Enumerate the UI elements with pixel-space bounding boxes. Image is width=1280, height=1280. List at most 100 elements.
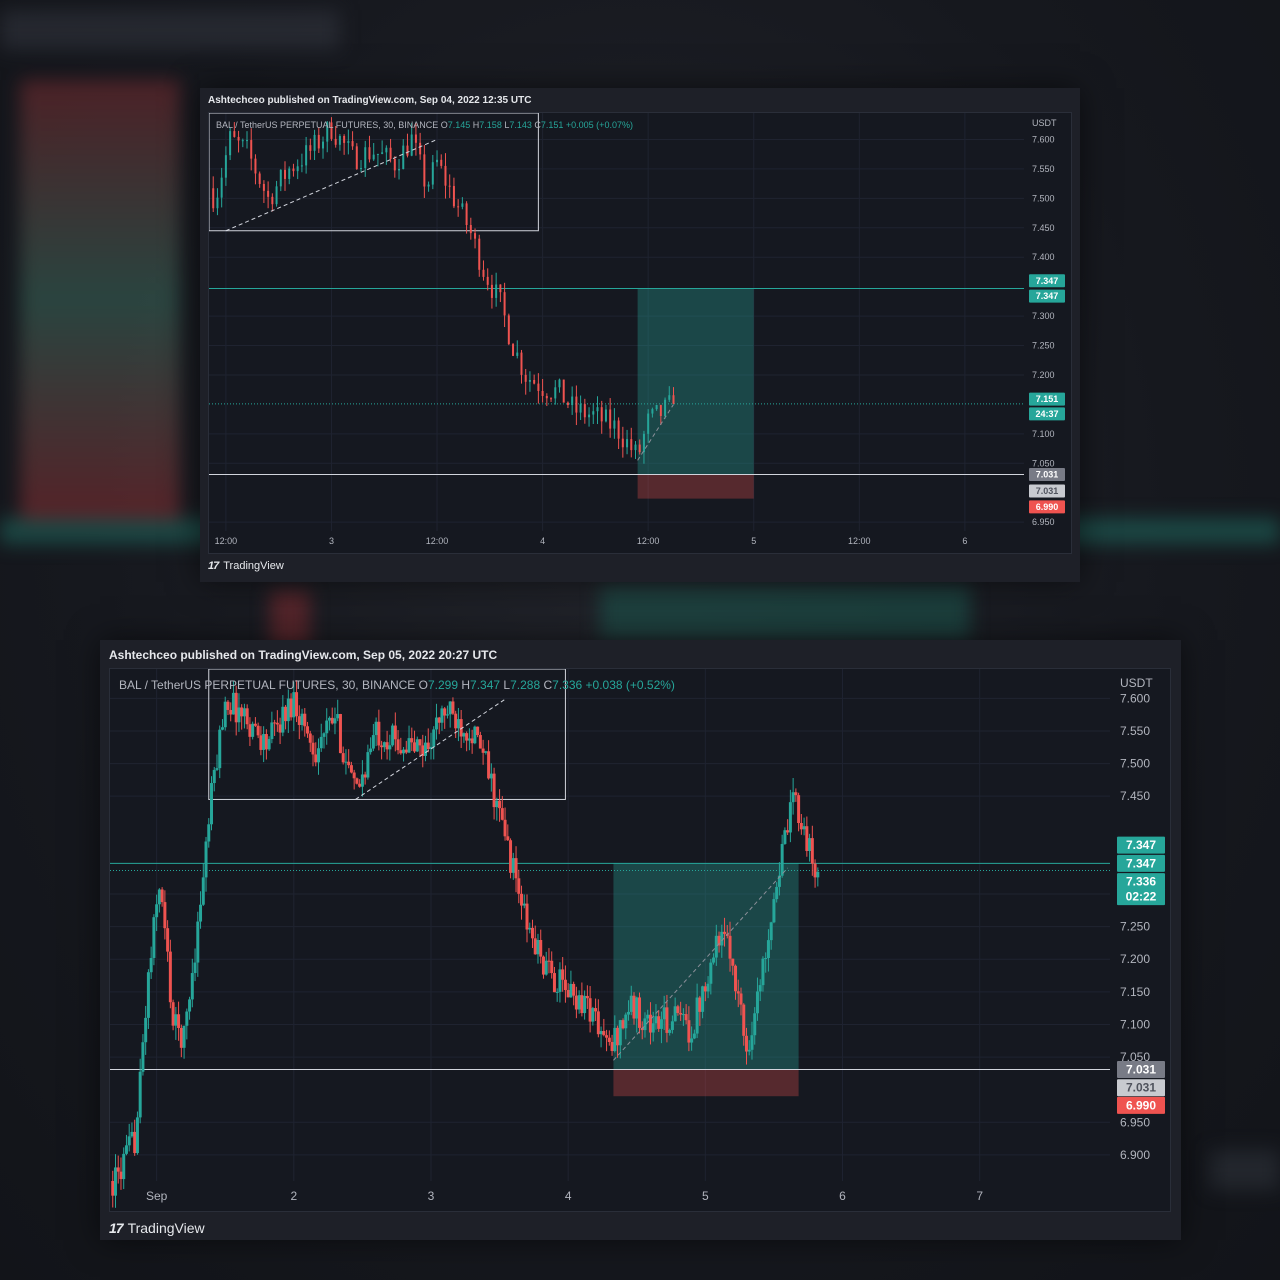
candle-body — [448, 185, 451, 187]
candle — [429, 732, 433, 760]
candle-body — [271, 196, 274, 205]
candle — [808, 833, 812, 862]
candle-body — [575, 396, 578, 413]
candle-body — [550, 398, 553, 400]
candle-body — [237, 136, 240, 141]
candle-body — [116, 1167, 120, 1172]
candle-body — [465, 733, 469, 741]
candle — [709, 958, 713, 995]
candle — [613, 1015, 617, 1053]
candle — [541, 955, 545, 979]
candle-body — [486, 276, 489, 285]
candlestick-chart[interactable]: BAL / TetherUS PERPETUAL FUTURES, 30, BI… — [110, 669, 1170, 1211]
price-label: 02:22 — [1126, 890, 1157, 904]
price-label: 6.990 — [1036, 502, 1059, 512]
candle — [592, 403, 595, 425]
candle-body — [179, 1027, 183, 1048]
range-box — [208, 669, 566, 800]
candle — [690, 1026, 694, 1051]
candlestick-chart[interactable]: BAL / TetherUS PERPETUAL FUTURES, 30, BI… — [209, 113, 1071, 553]
candle-body — [695, 997, 699, 1034]
candle-body — [651, 409, 654, 414]
candle — [434, 703, 438, 740]
candle-body — [503, 819, 507, 837]
chart-area[interactable]: BAL / TetherUS PERPETUAL FUTURES, 30, BI… — [109, 668, 1171, 1212]
candle — [451, 697, 455, 715]
candle-body — [777, 875, 781, 887]
candle — [295, 680, 299, 723]
y-tick-label: 7.050 — [1120, 1050, 1150, 1064]
candle-body — [360, 168, 363, 170]
candle-body — [516, 352, 519, 356]
candle-body — [196, 921, 200, 963]
candle — [500, 796, 504, 821]
candle-body — [528, 927, 532, 930]
candle-body — [533, 379, 536, 384]
candle-body — [602, 1031, 606, 1036]
candle-body — [297, 716, 301, 725]
candle-body — [275, 186, 278, 205]
legend-part: 7.347 — [470, 678, 503, 692]
candle — [577, 990, 581, 1014]
candle — [712, 953, 716, 965]
candle-body — [764, 957, 768, 959]
x-tick-label: 3 — [329, 536, 334, 546]
candle — [624, 1012, 628, 1040]
candle-body — [607, 1037, 611, 1043]
candle-body — [470, 738, 474, 744]
y-tick-label: 7.200 — [1120, 952, 1150, 966]
candle — [750, 1021, 754, 1060]
x-tick-label: 7 — [976, 1189, 983, 1203]
candle — [720, 924, 724, 958]
candle-body — [135, 1117, 139, 1154]
candle — [465, 731, 469, 752]
candle — [569, 970, 573, 998]
candle — [662, 995, 666, 1031]
candle-body — [270, 722, 274, 740]
candle — [687, 1006, 691, 1052]
candle-body — [163, 902, 167, 929]
candle — [144, 1005, 148, 1055]
candle-body — [698, 997, 702, 1012]
chart-area[interactable]: BAL / TetherUS PERPETUAL FUTURES, 30, BI… — [208, 112, 1072, 554]
price-label-bg — [1029, 407, 1065, 421]
candle — [571, 386, 574, 415]
candle — [421, 734, 425, 768]
price-label: 7.347 — [1126, 838, 1156, 852]
candle-body — [690, 1038, 694, 1043]
candle-body — [484, 751, 488, 753]
price-label-bg — [1029, 484, 1065, 498]
candle-body — [571, 396, 574, 406]
candle — [393, 712, 397, 752]
chart-panel-2: Ashtechceo published on TradingView.com,… — [100, 640, 1181, 1240]
candle — [216, 188, 219, 216]
candle — [591, 1006, 595, 1026]
candle-body — [758, 985, 762, 992]
candle — [594, 998, 598, 1022]
price-label: 7.151 — [1036, 394, 1059, 404]
candle — [621, 1018, 625, 1030]
candle — [141, 1034, 145, 1076]
candle — [267, 181, 270, 209]
candle — [566, 983, 570, 998]
candle-body — [436, 159, 439, 163]
candle-body — [171, 1002, 175, 1026]
candle — [364, 140, 367, 177]
candle — [160, 887, 164, 907]
candle-body — [443, 708, 447, 716]
candle-body — [303, 713, 307, 727]
candle — [562, 379, 565, 403]
candle-body — [233, 131, 236, 137]
candle-body — [503, 292, 506, 316]
candle-body — [149, 957, 153, 973]
candle — [431, 154, 434, 190]
candle-body — [278, 724, 282, 733]
candle — [648, 1002, 652, 1045]
candle-body — [659, 1019, 663, 1029]
candle — [366, 744, 370, 780]
candle — [182, 1025, 186, 1059]
candle-body — [610, 1042, 614, 1052]
candle-body — [133, 1131, 137, 1154]
candle — [292, 163, 295, 177]
candle — [426, 728, 430, 753]
